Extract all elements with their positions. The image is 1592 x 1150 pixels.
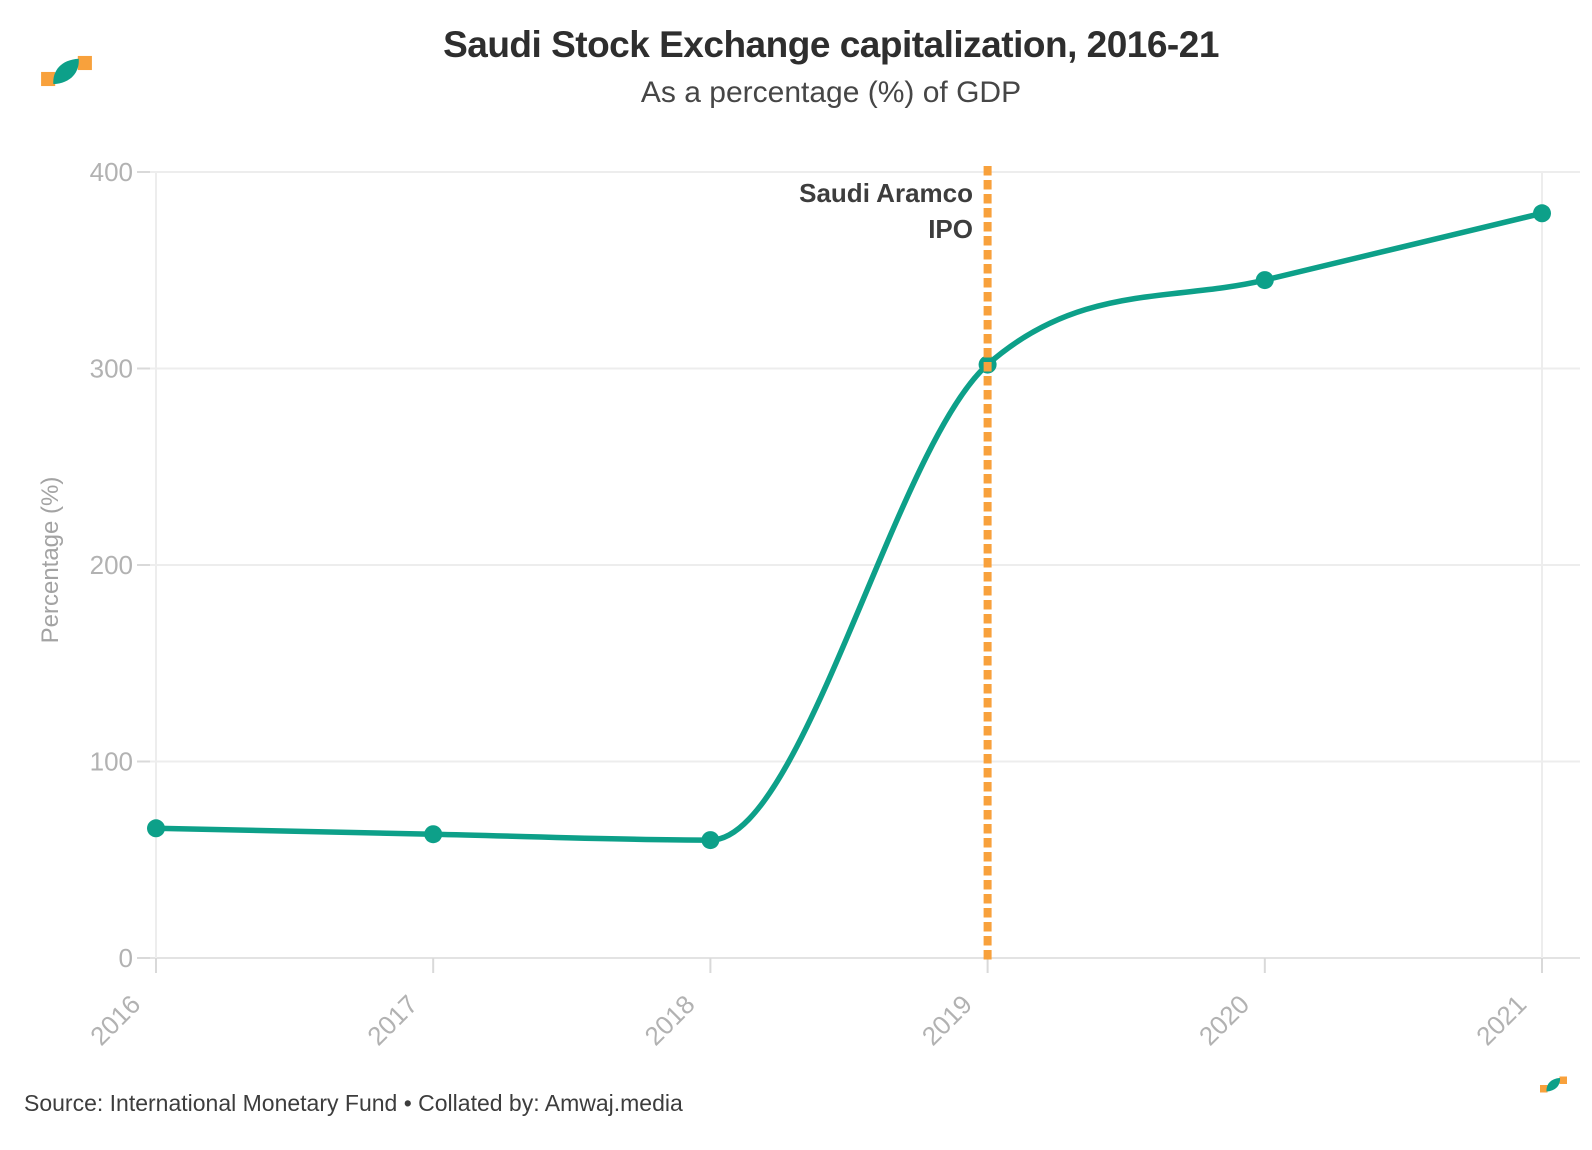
x-tick-label-2019: 2019 bbox=[916, 989, 978, 1051]
x-tick-label-2016: 2016 bbox=[84, 989, 146, 1051]
y-tick-label: 0 bbox=[119, 943, 133, 973]
chart-title: Saudi Stock Exchange capitalization, 201… bbox=[443, 24, 1219, 65]
amwaj-logo-small bbox=[1540, 1076, 1567, 1093]
data-point-2020[interactable] bbox=[1255, 271, 1274, 290]
amwaj-wave-icon bbox=[1540, 1076, 1567, 1093]
chart-header: Saudi Stock Exchange capitalization, 201… bbox=[90, 24, 1572, 110]
amwaj-wave-icon bbox=[41, 55, 92, 87]
aramco-ipo-annotation: Saudi Aramco IPO bbox=[799, 176, 973, 248]
data-point-2017[interactable] bbox=[424, 825, 443, 844]
y-tick-label: 300 bbox=[90, 354, 133, 384]
data-point-2016[interactable] bbox=[147, 819, 165, 838]
y-axis-title: Percentage (%) bbox=[37, 477, 64, 644]
amwaj-logo bbox=[40, 55, 93, 87]
y-tick-label: 200 bbox=[90, 550, 133, 580]
x-tick-label-2020: 2020 bbox=[1193, 989, 1255, 1051]
data-point-2021[interactable] bbox=[1533, 204, 1551, 223]
trend-line bbox=[153, 210, 1545, 843]
source-credit: Source: International Monetary Fund • Co… bbox=[24, 1090, 683, 1116]
annotation-line2: IPO bbox=[928, 213, 973, 244]
annotation-line1: Saudi Aramco bbox=[799, 178, 973, 208]
y-tick-label: 100 bbox=[90, 747, 133, 777]
x-tick-label-2021: 2021 bbox=[1470, 989, 1532, 1051]
x-tick-label-2017: 2017 bbox=[361, 989, 423, 1051]
chart-subtitle: As a percentage (%) of GDP bbox=[640, 76, 1022, 109]
y-tick-label: 400 bbox=[90, 157, 133, 187]
data-point-2018[interactable] bbox=[701, 831, 720, 850]
x-tick-label-2018: 2018 bbox=[639, 989, 701, 1051]
